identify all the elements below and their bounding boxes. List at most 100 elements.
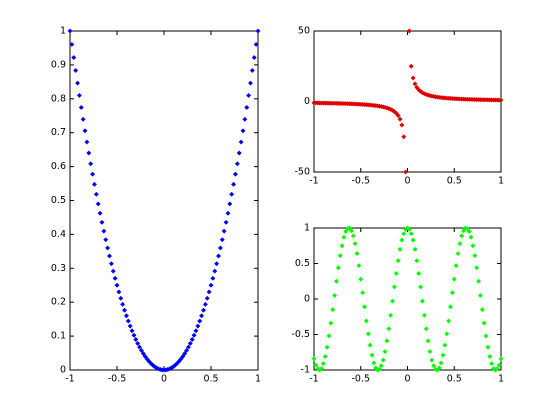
point bbox=[208, 282, 214, 288]
point bbox=[404, 225, 411, 231]
point bbox=[332, 292, 338, 299]
y-tick-label: -50 bbox=[294, 167, 310, 178]
point bbox=[112, 275, 118, 281]
point bbox=[453, 263, 459, 269]
x-tick-label: -0.5 bbox=[351, 374, 370, 385]
point bbox=[93, 191, 99, 197]
point bbox=[221, 228, 227, 234]
point bbox=[82, 128, 88, 134]
point bbox=[438, 360, 444, 366]
point bbox=[406, 28, 412, 34]
point bbox=[388, 312, 394, 318]
point bbox=[408, 63, 414, 69]
point bbox=[444, 331, 450, 337]
point bbox=[204, 295, 210, 301]
point bbox=[352, 241, 358, 247]
point bbox=[365, 331, 371, 337]
y-tick-label: 0.7 bbox=[51, 127, 66, 138]
y-tick-label: 0.6 bbox=[51, 161, 66, 172]
point bbox=[127, 323, 133, 329]
point bbox=[236, 150, 242, 156]
point bbox=[496, 362, 502, 368]
point bbox=[91, 181, 97, 187]
axes: -1 -0.5 0 0.5 1 -1 -0.5 0 0.5 1 bbox=[291, 223, 504, 385]
point bbox=[229, 191, 235, 197]
y-tick-label: 0.1 bbox=[51, 331, 66, 342]
point bbox=[251, 55, 257, 61]
point bbox=[363, 318, 369, 324]
point bbox=[376, 366, 383, 372]
point bbox=[403, 169, 409, 175]
point bbox=[90, 171, 96, 177]
point bbox=[476, 278, 482, 284]
point bbox=[348, 228, 354, 234]
point bbox=[78, 104, 84, 111]
point bbox=[106, 253, 113, 259]
point bbox=[184, 347, 190, 354]
point bbox=[421, 312, 427, 318]
plot-area bbox=[69, 30, 259, 371]
point bbox=[335, 265, 341, 271]
point bbox=[412, 246, 418, 252]
point bbox=[429, 357, 435, 363]
point bbox=[410, 237, 416, 243]
point bbox=[382, 348, 388, 355]
point bbox=[472, 253, 478, 259]
point bbox=[67, 28, 73, 34]
point bbox=[446, 318, 452, 324]
point bbox=[431, 363, 437, 369]
point bbox=[76, 92, 82, 98]
point bbox=[397, 246, 403, 252]
point bbox=[498, 356, 504, 362]
point bbox=[210, 275, 216, 281]
point bbox=[97, 210, 103, 216]
point bbox=[384, 338, 390, 344]
point bbox=[103, 237, 109, 243]
point bbox=[447, 304, 454, 310]
point bbox=[99, 219, 105, 225]
point bbox=[191, 332, 197, 338]
point bbox=[457, 241, 463, 247]
point bbox=[231, 181, 237, 187]
point bbox=[436, 365, 442, 371]
point bbox=[369, 352, 375, 358]
point bbox=[337, 253, 343, 259]
point bbox=[391, 284, 397, 290]
x-tick-label: -1 bbox=[65, 374, 74, 385]
point bbox=[215, 253, 222, 259]
x-tick-label: -1 bbox=[309, 176, 318, 187]
point bbox=[214, 261, 220, 267]
point bbox=[498, 97, 504, 103]
x-tick-label: -0.5 bbox=[351, 176, 370, 187]
x-tick-label: 1 bbox=[498, 176, 504, 187]
axes: -1 -0.5 0 0.5 1 0 0.1 0.2 0.3 0.4 0.5 0.6 0.7 0.8 0.9 1 bbox=[51, 26, 261, 385]
axes: -1 -0.5 0 0.5 1 -50 0 50 bbox=[294, 26, 504, 187]
y-tick-label: 0.5 bbox=[51, 195, 66, 206]
x-tick-label: -0.5 bbox=[108, 374, 127, 385]
point bbox=[249, 67, 255, 74]
y-tick-label: 0.8 bbox=[51, 93, 66, 104]
point bbox=[73, 67, 79, 74]
point bbox=[459, 233, 465, 239]
point bbox=[240, 128, 246, 134]
x-tick-label: 0.5 bbox=[447, 374, 462, 385]
point bbox=[451, 276, 457, 282]
point bbox=[105, 245, 111, 251]
point bbox=[414, 258, 420, 264]
point bbox=[326, 333, 332, 339]
point bbox=[440, 352, 446, 358]
plot-area bbox=[313, 227, 502, 371]
point bbox=[318, 366, 325, 372]
point bbox=[406, 226, 412, 232]
point bbox=[386, 326, 392, 332]
point bbox=[80, 116, 86, 122]
point bbox=[468, 234, 474, 240]
point bbox=[223, 219, 229, 225]
point bbox=[494, 366, 500, 372]
point bbox=[455, 251, 461, 257]
point bbox=[416, 270, 422, 276]
y-tick-label: -1 bbox=[301, 365, 310, 376]
point bbox=[74, 80, 81, 86]
point bbox=[195, 323, 201, 329]
